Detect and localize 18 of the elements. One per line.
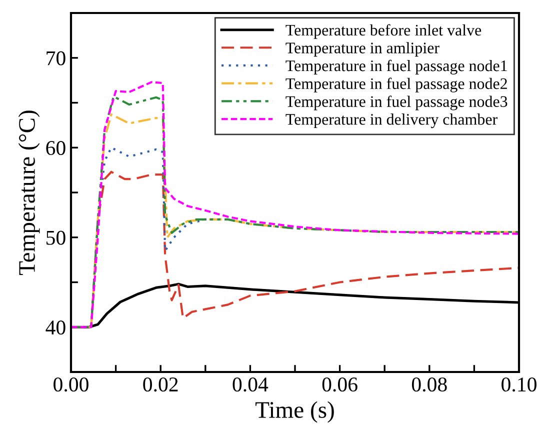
legend-label: Temperature in fuel passage node1 [286,60,507,74]
y-tick-label: 70 [46,51,66,66]
y-tick-label: 40 [46,320,66,335]
x-tick-label: 0.00 [54,377,88,392]
legend-label: Temperature before inlet valve [286,24,482,39]
legend-label: Temperature in fuel passage node3 [286,96,508,110]
x-tick-label: 0.02 [143,377,178,392]
x-tick-label: 0.04 [232,377,268,392]
x-axis-title: Time (s) [256,401,334,423]
y-tick-label: 50 [46,230,66,245]
y-tick-label: 60 [46,141,66,156]
legend-label: Temperature in amlipier [286,42,440,57]
x-tick-label: 0.10 [502,377,536,392]
x-tick-label: 0.08 [412,377,447,392]
legend-label: Temperature in fuel passage node2 [286,78,507,92]
legend-label: Temperature in delivery chamber [286,114,498,128]
x-tick-label: 0.06 [322,377,358,392]
y-axis-title: Temperature (°C) [18,110,40,275]
